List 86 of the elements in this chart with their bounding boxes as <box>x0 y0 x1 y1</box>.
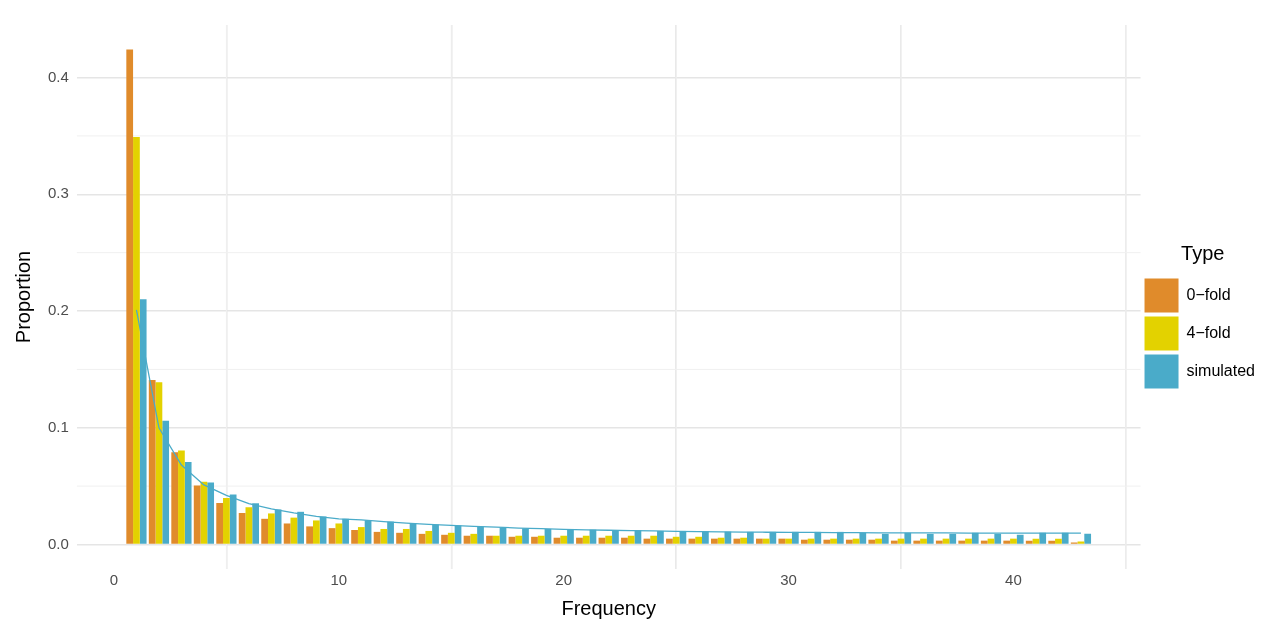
bar <box>1084 533 1092 544</box>
bar <box>486 535 493 544</box>
y-tick-label: 0.3 <box>47 184 69 202</box>
bar <box>650 535 658 544</box>
legend-label: 0−fold <box>1186 285 1231 303</box>
y-tick-label: 0.0 <box>47 534 69 552</box>
bar <box>621 537 628 544</box>
bar <box>1048 540 1056 544</box>
legend-label: 4−fold <box>1186 323 1231 341</box>
bar <box>531 536 538 544</box>
bar <box>868 539 876 544</box>
x-tick-label: 10 <box>330 571 348 589</box>
bar <box>306 526 313 544</box>
bar <box>357 527 365 544</box>
bar <box>755 538 763 544</box>
bar <box>178 450 185 544</box>
bar <box>605 535 613 544</box>
bar <box>492 535 500 544</box>
x-tick-label: 0 <box>109 571 119 589</box>
bar <box>335 523 343 544</box>
bar <box>845 539 853 544</box>
bar <box>965 538 972 544</box>
bar <box>778 538 786 544</box>
bar <box>245 507 253 544</box>
bar <box>290 517 298 544</box>
bar <box>133 137 140 544</box>
bar <box>560 535 568 544</box>
bar <box>958 540 966 544</box>
bar <box>171 452 179 544</box>
bar <box>283 523 291 544</box>
bar <box>666 538 673 544</box>
x-axis-title: Frequency <box>561 596 656 619</box>
bar <box>582 535 590 544</box>
bar <box>351 530 358 544</box>
bar <box>695 536 703 544</box>
bar <box>576 537 583 544</box>
legend-label: simulated <box>1186 361 1256 379</box>
bar <box>238 512 246 544</box>
y-tick-label: 0.4 <box>47 67 69 85</box>
bar <box>126 49 134 544</box>
bar <box>223 498 230 544</box>
bar <box>672 536 680 544</box>
bar <box>830 538 837 544</box>
bar <box>627 535 635 544</box>
bar <box>980 540 988 544</box>
bar <box>1025 540 1033 544</box>
bar <box>935 540 943 544</box>
x-tick-label: 40 <box>1005 571 1022 589</box>
legend-title: Type <box>1181 242 1225 265</box>
bar <box>396 532 403 544</box>
bar <box>268 513 275 544</box>
bar <box>890 540 898 544</box>
bar <box>920 538 927 544</box>
bar <box>193 485 201 544</box>
bar <box>402 528 410 544</box>
bar <box>711 538 718 544</box>
bar <box>380 528 388 544</box>
bar <box>875 538 882 544</box>
bar <box>537 535 545 544</box>
bar <box>418 533 426 544</box>
bar <box>373 531 381 544</box>
bar <box>733 538 741 544</box>
bar <box>717 537 725 544</box>
y-tick-label: 0.1 <box>47 417 69 435</box>
bar <box>261 518 268 544</box>
x-tick-label: 20 <box>555 571 573 589</box>
bar <box>1055 538 1062 544</box>
y-tick-label: 0.2 <box>47 301 69 319</box>
bar <box>785 538 792 544</box>
bar <box>823 539 831 544</box>
bar <box>312 520 320 544</box>
bar <box>470 533 478 544</box>
x-tick-label: 30 <box>780 571 797 589</box>
bar <box>441 534 448 544</box>
bar <box>447 532 455 544</box>
bar <box>1003 540 1011 544</box>
bar <box>328 528 336 544</box>
y-axis-title: Proportion <box>11 250 34 344</box>
bar <box>515 535 523 544</box>
bar <box>740 537 747 544</box>
bar <box>1010 538 1017 544</box>
bar <box>148 379 156 544</box>
bar <box>425 530 433 544</box>
bar <box>216 502 224 544</box>
bar <box>800 539 808 544</box>
bar <box>913 540 921 544</box>
